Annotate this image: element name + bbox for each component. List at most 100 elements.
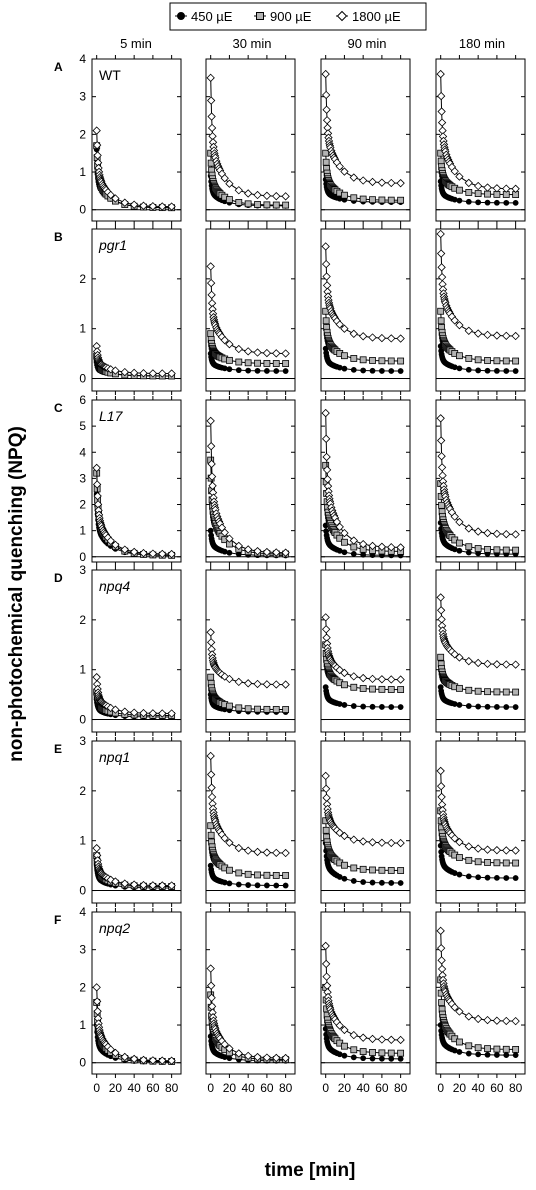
point-1800 bbox=[120, 198, 129, 207]
point-450 bbox=[456, 197, 463, 204]
point-1800 bbox=[272, 548, 281, 557]
point-900 bbox=[502, 357, 510, 365]
point-1800 bbox=[349, 672, 358, 681]
point-450 bbox=[263, 368, 270, 374]
point-1800 bbox=[272, 1053, 281, 1063]
point-900 bbox=[437, 653, 445, 661]
point-900 bbox=[263, 359, 271, 367]
point-450 bbox=[503, 1052, 510, 1058]
point-900 bbox=[272, 360, 280, 367]
point-1800 bbox=[387, 838, 396, 848]
point-1800 bbox=[225, 838, 234, 847]
point-1800 bbox=[358, 1033, 368, 1042]
point-1800 bbox=[321, 434, 331, 443]
legend-marker-1800 bbox=[336, 10, 348, 22]
point-1800 bbox=[473, 658, 483, 668]
point-900 bbox=[359, 195, 367, 203]
point-1800 bbox=[511, 846, 520, 855]
point-450 bbox=[456, 547, 463, 554]
row-letter-B: B bbox=[54, 230, 63, 244]
point-450 bbox=[360, 551, 367, 558]
point-450 bbox=[235, 881, 242, 888]
point-1800 bbox=[253, 348, 262, 357]
point-1800 bbox=[262, 547, 272, 557]
point-1800 bbox=[396, 334, 405, 343]
genotype-label-pgr1: pgr1 bbox=[98, 237, 127, 253]
point-1800 bbox=[206, 262, 215, 271]
point-1800 bbox=[437, 792, 446, 802]
point-1800 bbox=[243, 347, 253, 356]
panel-D-2 bbox=[205, 566, 296, 736]
y-tick-label: 1 bbox=[79, 322, 86, 336]
panel-B-3 bbox=[320, 225, 411, 395]
point-1800 bbox=[206, 770, 216, 779]
y-axis-label: non-photochemical quenching (NPQ) bbox=[6, 426, 27, 762]
panel-frame bbox=[435, 911, 526, 1075]
point-1800 bbox=[396, 543, 405, 552]
point-450 bbox=[465, 703, 472, 709]
point-1800 bbox=[139, 201, 148, 210]
point-900 bbox=[387, 867, 395, 874]
point-1800 bbox=[281, 1053, 290, 1063]
point-900 bbox=[350, 864, 358, 872]
point-1800 bbox=[262, 348, 272, 358]
point-1800 bbox=[281, 349, 290, 358]
point-1800 bbox=[436, 249, 446, 258]
point-1800 bbox=[321, 613, 330, 622]
point-1800 bbox=[206, 416, 215, 426]
point-1800 bbox=[220, 174, 229, 183]
point-1800 bbox=[321, 408, 330, 418]
point-900 bbox=[226, 866, 233, 874]
point-450 bbox=[360, 703, 367, 710]
point-1800 bbox=[450, 167, 459, 176]
point-1800 bbox=[243, 1051, 253, 1061]
point-1800 bbox=[120, 879, 129, 888]
point-1800 bbox=[322, 281, 332, 290]
point-1800 bbox=[139, 708, 148, 718]
point-900 bbox=[226, 702, 233, 710]
point-900 bbox=[235, 199, 243, 206]
point-450 bbox=[350, 878, 357, 884]
point-900 bbox=[512, 688, 520, 696]
point-1800 bbox=[511, 530, 520, 539]
point-1800 bbox=[436, 943, 446, 953]
point-1800 bbox=[148, 1056, 158, 1065]
y-tick-label: 2 bbox=[79, 980, 86, 994]
point-900 bbox=[341, 538, 348, 546]
point-1800 bbox=[436, 91, 446, 101]
legend: 450 µE 900 µE 1800 µE bbox=[169, 2, 427, 31]
point-1800 bbox=[234, 186, 243, 195]
point-1800 bbox=[106, 190, 115, 200]
point-1800 bbox=[321, 941, 330, 951]
point-1800 bbox=[483, 845, 492, 854]
point-450 bbox=[475, 1051, 482, 1058]
y-tick-label: 3 bbox=[79, 563, 86, 577]
point-1800 bbox=[139, 548, 148, 558]
point-900 bbox=[350, 355, 358, 362]
point-900 bbox=[378, 866, 386, 874]
point-1800 bbox=[120, 1052, 129, 1062]
point-450 bbox=[360, 879, 367, 885]
panel-frame bbox=[91, 399, 182, 563]
point-450 bbox=[282, 368, 289, 374]
y-tick-label: 0 bbox=[79, 713, 86, 727]
point-900 bbox=[226, 356, 233, 364]
point-450 bbox=[465, 873, 472, 880]
y-tick-label: 1 bbox=[79, 165, 86, 179]
point-900 bbox=[493, 1045, 501, 1053]
point-450 bbox=[512, 199, 519, 206]
point-900 bbox=[378, 357, 386, 365]
point-1800 bbox=[377, 178, 387, 187]
panel-C-4 bbox=[435, 396, 526, 566]
point-450 bbox=[341, 365, 348, 372]
panel-E-1: 0 1 2 3 npq1 bbox=[79, 734, 182, 907]
point-1800 bbox=[322, 272, 331, 281]
point-900 bbox=[474, 1044, 482, 1052]
point-1800 bbox=[349, 329, 358, 338]
point-1800 bbox=[437, 615, 446, 624]
panel-E-4 bbox=[435, 737, 526, 907]
point-900 bbox=[359, 685, 367, 692]
point-1800 bbox=[396, 178, 405, 188]
point-900 bbox=[207, 831, 215, 839]
point-1800 bbox=[340, 1025, 349, 1035]
